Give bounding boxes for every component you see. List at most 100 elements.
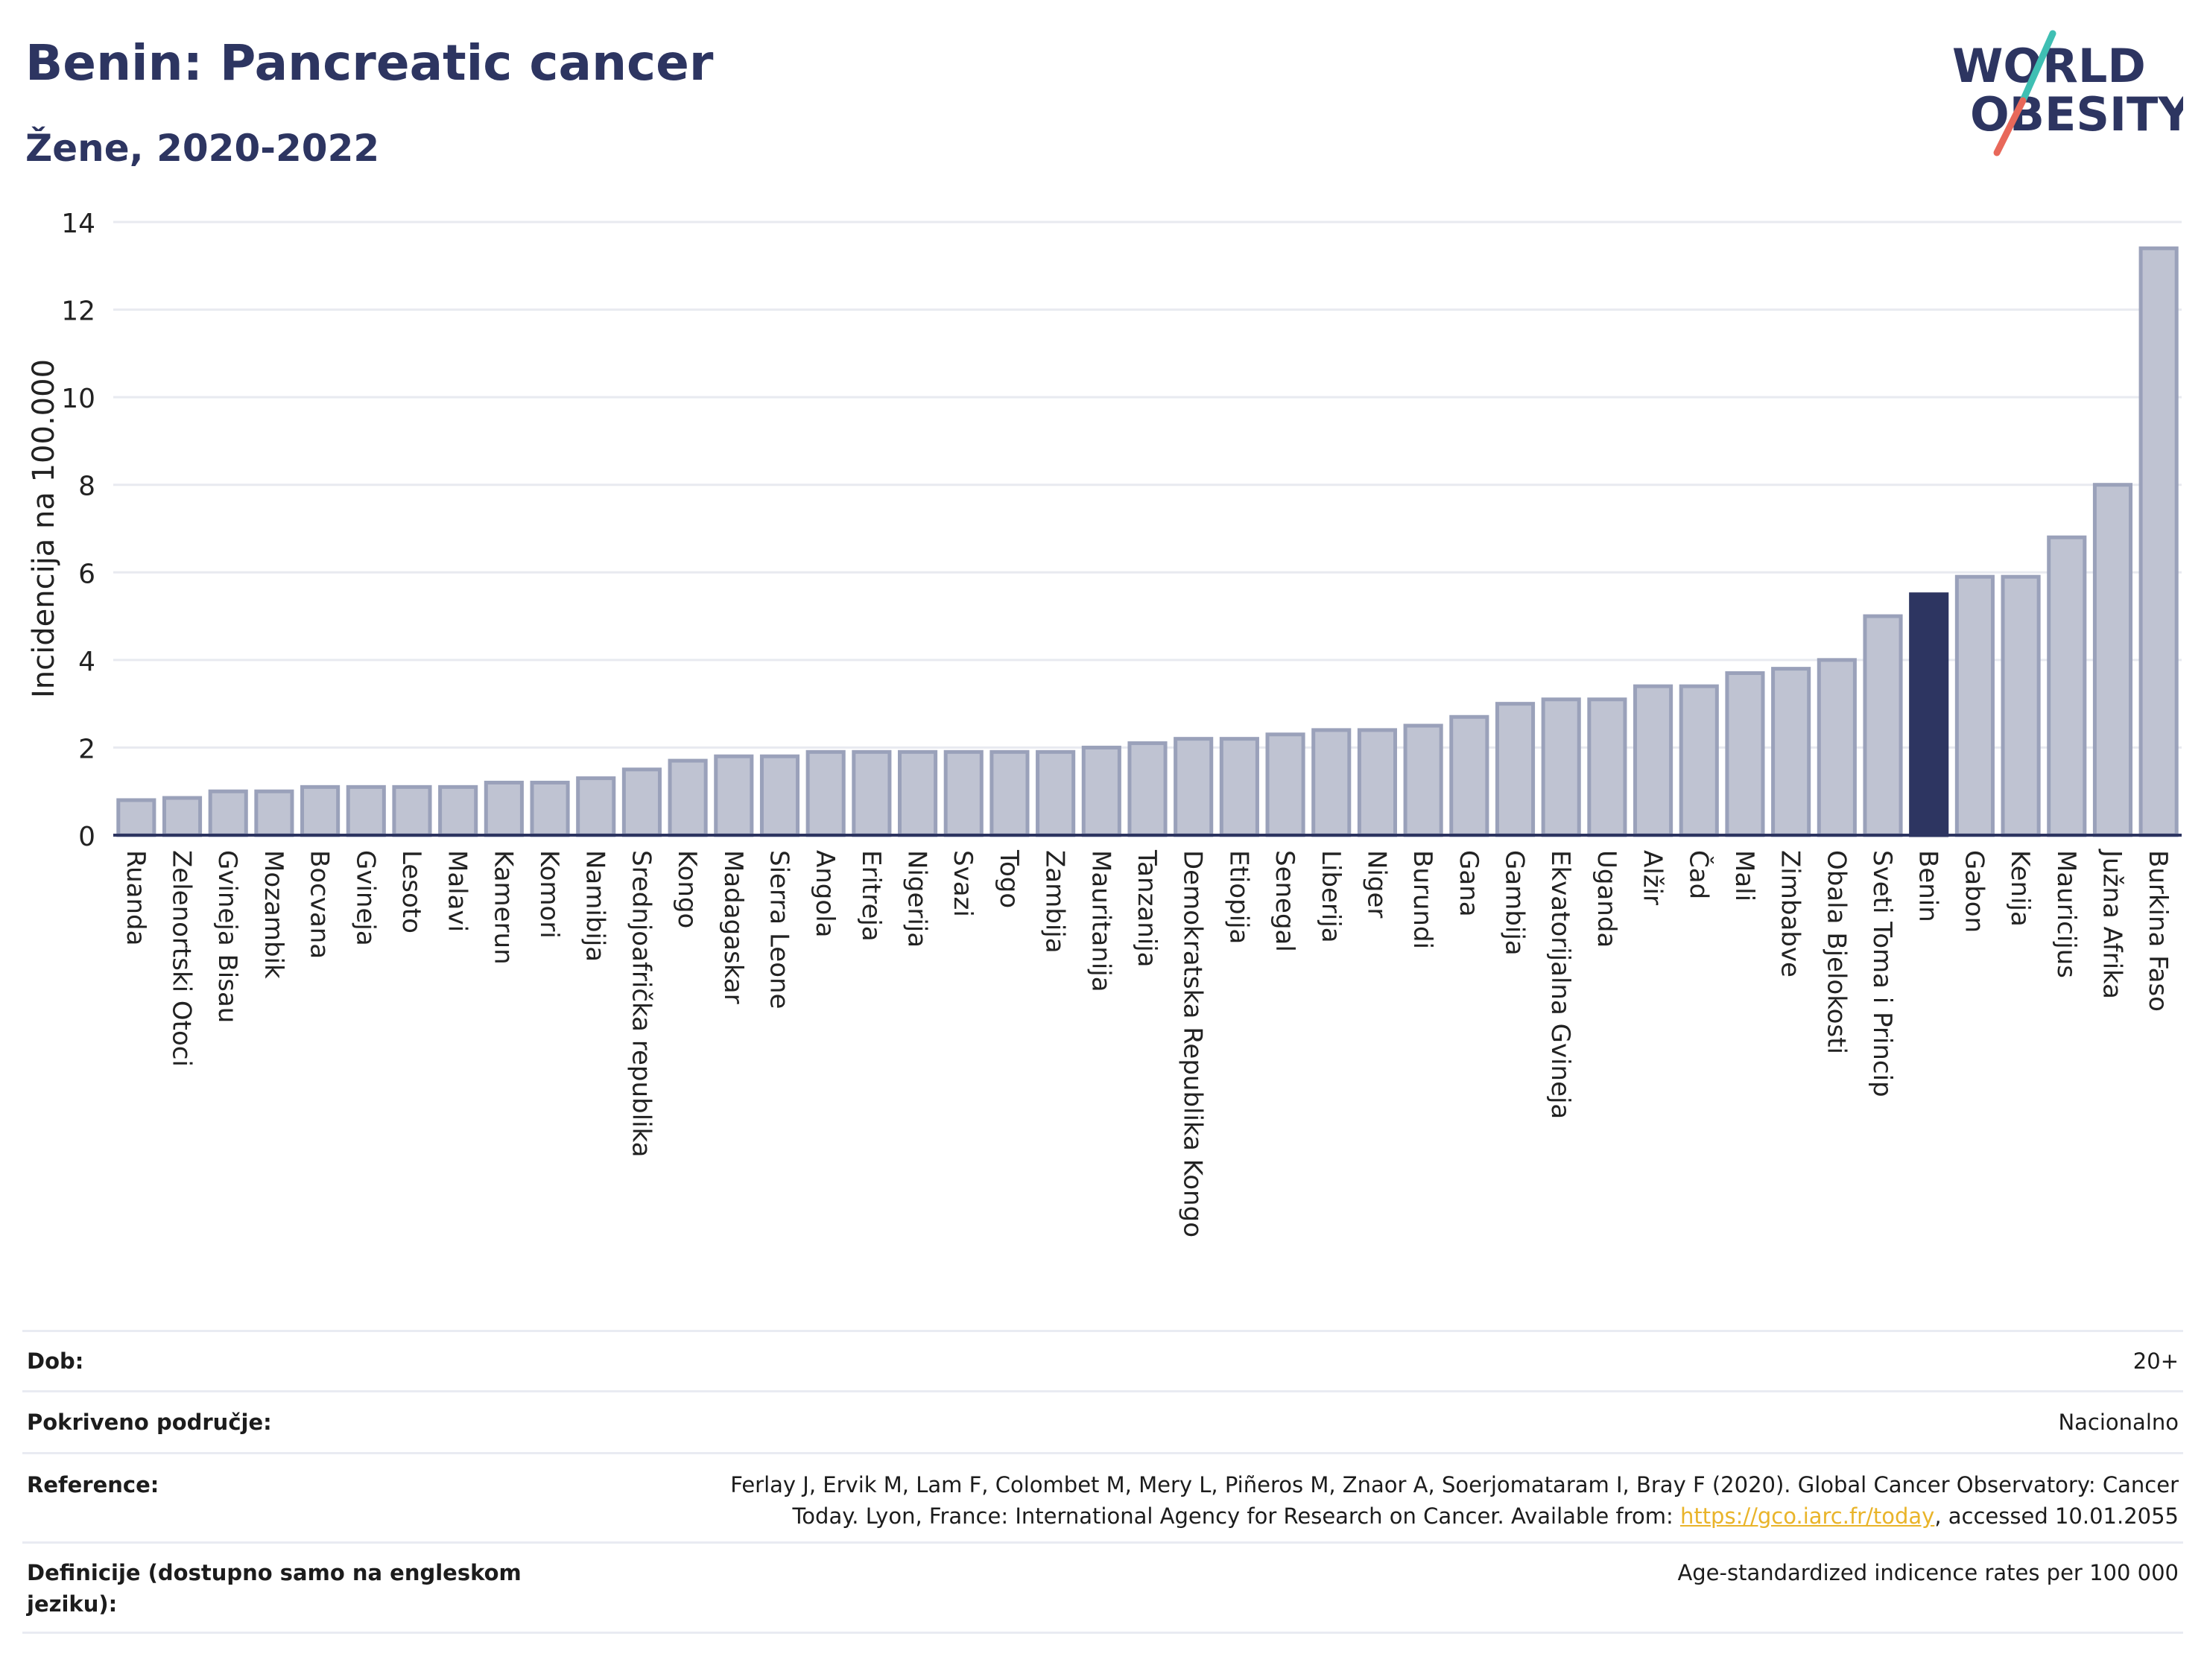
bar [1357,728,1398,837]
bar [668,758,708,837]
bar [1495,702,1536,837]
x-tick-label: Sierra Leone [764,850,794,1009]
x-tick-label: Kenija [2005,850,2035,927]
x-tick-label: Lesoto [396,850,426,933]
x-tick-label: Mozambik [259,850,288,979]
bar [1219,737,1259,837]
x-tick-label: Benin [1913,850,1943,922]
bar [2001,574,2041,837]
bar [621,767,662,837]
bar [2047,535,2087,837]
bar [1725,671,1765,837]
x-tick-label: Namibija [580,850,610,962]
reference-link[interactable]: https://gco.iarc.fr/today [1679,1503,1935,1529]
bar [346,784,386,837]
bar [162,796,203,837]
x-tick-label: Mali [1729,850,1759,901]
bar [576,776,616,837]
info-value: Nacionalno [2058,1410,2179,1435]
bar [1174,737,1214,837]
x-tick-label: Gambija [1500,850,1530,956]
info-row-definitions: Definicije (dostupno samo na engleskom j… [22,1541,2183,1634]
x-tick-label: Zelenortski Otoci [167,850,197,1067]
x-tick-label: Gvineja Bisau [212,850,242,1023]
y-tick-label: 14 [61,209,95,239]
bar [484,780,524,837]
bar [208,789,248,837]
info-row-reference: Reference: Ferlay J, Ervik M, Lam F, Col… [22,1452,2183,1541]
info-key: Reference: [27,1472,159,1497]
y-tick-label: 10 [61,384,95,414]
info-key: Definicije (dostupno samo na engleskom j… [27,1560,522,1617]
page-title: Benin: Pancreatic cancer [25,34,714,92]
x-tick-label: Sveti Toma i Princip [1867,850,1897,1097]
x-tick-label: Liberija [1316,850,1346,943]
reference-line-2: Today. Lyon, France: International Agenc… [730,1500,2179,1532]
y-tick-label: 12 [61,297,95,327]
bar [254,789,294,837]
x-tick-label: Svazi [948,850,978,917]
x-tick-label: Komori [534,850,564,939]
bar [2092,483,2133,837]
bar [714,754,754,837]
x-tick-label: Gabon [1959,850,1989,933]
x-tick-label: Niger [1361,850,1391,918]
x-tick-label: Malavi [443,850,472,932]
bar [1909,592,1949,837]
x-tick-label: Mauricijus [2051,850,2081,978]
x-tick-label: Demokratska Republika Kongo [1178,850,1208,1237]
info-row-age: Dob: 20+ [22,1330,2183,1390]
info-key: Dob: [27,1348,84,1374]
x-tick-label: Angola [810,850,840,937]
x-tick-label: Burkina Faso [2143,850,2173,1012]
bar [759,754,800,837]
x-tick-label: Ekvatorijalna Gvineja [1545,850,1575,1119]
info-key: Pokriveno područje: [27,1410,272,1435]
x-tick-label: Senegal [1270,850,1299,952]
info-row-coverage: Pokriveno područje: Nacionalno [22,1390,2183,1452]
bar [1954,574,1995,837]
x-tick-label: Zambija [1040,850,1070,954]
x-tick-label: Kongo [672,850,702,928]
x-tick-label: Obala Bjelokosti [1821,850,1851,1054]
bar [1311,728,1352,837]
bar [392,784,432,837]
bar [852,749,892,837]
info-value: Ferlay J, Ervik M, Lam F, Colombet M, Me… [730,1469,2179,1541]
bar [943,749,984,837]
x-tick-label: Eritreja [856,850,886,942]
bar [1403,723,1443,837]
reference-accessed: , accessed 10.01.2055 [1934,1503,2179,1529]
bar-chart: 0 2 4 6 8 10 12 14 Incidencija na 100.000 Ruanda Z… [27,209,2182,1237]
bar [300,784,341,837]
bar [1587,697,1627,837]
info-table: Dob: 20+ Pokriveno područje: Nacionalno … [22,1330,2183,1634]
y-tick-label: 6 [78,559,95,589]
bar [1127,741,1168,837]
bar [1081,745,1121,837]
reference-line-1: Ferlay J, Ervik M, Lam F, Colombet M, Me… [730,1472,2179,1497]
logo-slash-red [1993,97,2027,156]
bar [2138,246,2179,837]
x-tick-label: Etiopija [1223,850,1253,944]
x-tick-label: Ruanda [121,850,151,945]
bar [1449,714,1489,837]
info-value: 20+ [2132,1348,2179,1374]
x-tick-label: Zimbabve [1776,850,1805,977]
x-tick-label: Togo [994,849,1024,908]
logo-slash-teal [2019,30,2056,104]
x-tick-label: Kamerun [488,850,518,965]
bar [1036,749,1076,837]
x-tick-label: Madagaskar [718,850,748,1004]
bar [1541,697,1581,837]
x-tick-label: Uganda [1592,850,1621,948]
x-tick-label: Gvineja [350,850,380,946]
page-subtitle: Žene, 2020-2022 [25,127,380,170]
bar [897,749,938,837]
x-tick-label: Mauritanija [1086,850,1115,992]
x-tick-label: Južna Afrika [2097,849,2127,999]
bar [116,798,156,837]
info-value: Age-standardized indicence rates per 100… [1677,1560,2179,1585]
bar [1817,658,1857,837]
bar [1771,667,1811,837]
